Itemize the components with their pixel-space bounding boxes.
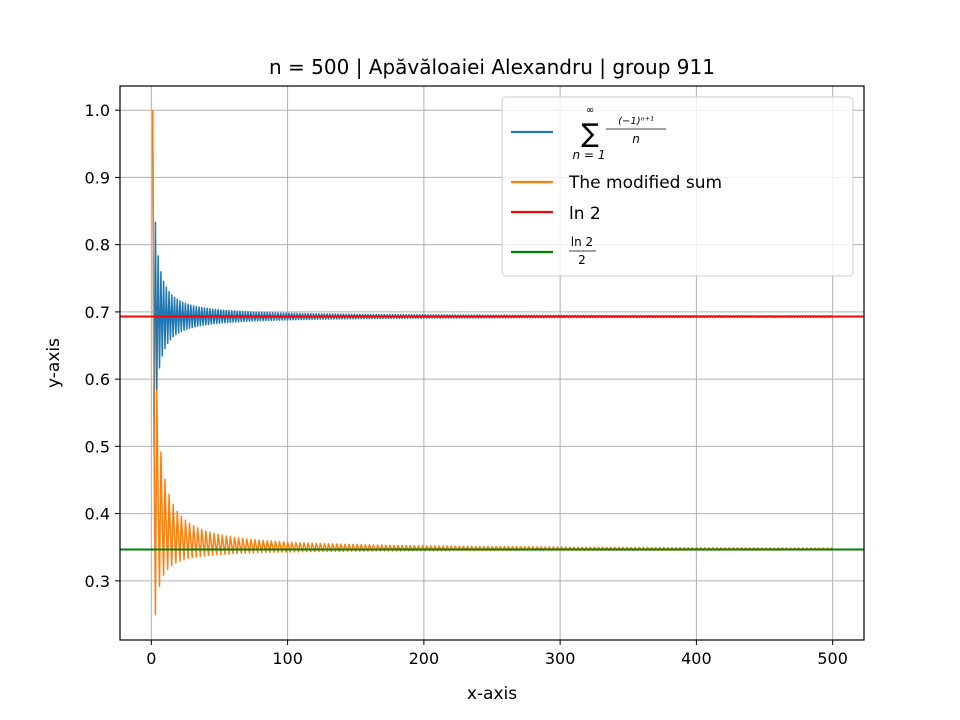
x-tick-label: 500 — [817, 649, 848, 668]
legend-label-ln2: ln 2 — [569, 204, 601, 224]
legend-sum-numerator: (−1)ⁿ⁺¹ — [618, 116, 654, 127]
x-tick-label: 200 — [409, 649, 440, 668]
x-ticks: 0 100 200 300 400 500 — [146, 640, 848, 668]
legend: ∞ ∑ n = 1 (−1)ⁿ⁺¹ n The modified sum ln … — [501, 96, 854, 277]
x-tick-label: 0 — [146, 649, 156, 668]
axes-frame — [119, 85, 865, 641]
legend-half-ln2-denominator: 2 — [578, 253, 586, 267]
y-tick-label: 0.8 — [85, 236, 110, 255]
legend-label-modified: The modified sum — [568, 173, 722, 193]
plot-area — [120, 110, 864, 616]
y-axis-label: y-axis — [44, 338, 64, 388]
legend-sum-bottom: n = 1 — [573, 148, 606, 162]
x-tick-label: 400 — [681, 649, 712, 668]
chart-title: n = 500 | Apăvăloaiei Alexandru | group … — [269, 55, 715, 79]
legend-sum-denominator: n — [632, 132, 640, 146]
y-tick-label: 0.9 — [85, 168, 110, 187]
legend-box — [501, 96, 854, 277]
x-tick-label: 300 — [545, 649, 576, 668]
y-tick-label: 0.6 — [85, 370, 110, 389]
x-tick-label: 100 — [272, 649, 303, 668]
legend-sum-sign: ∑ — [581, 119, 599, 149]
y-tick-label: 0.4 — [85, 505, 110, 524]
y-tick-label: 0.3 — [85, 572, 110, 591]
legend-half-ln2-numerator: ln 2 — [571, 235, 593, 249]
y-tick-label: 0.7 — [85, 303, 110, 322]
y-ticks: 0.3 0.4 0.5 0.6 0.7 0.8 0.9 1.0 — [85, 101, 120, 591]
legend-sum-top: ∞ — [586, 105, 594, 116]
y-tick-label: 0.5 — [85, 437, 110, 456]
x-axis-label: x-axis — [467, 684, 517, 704]
y-tick-label: 1.0 — [85, 101, 110, 120]
